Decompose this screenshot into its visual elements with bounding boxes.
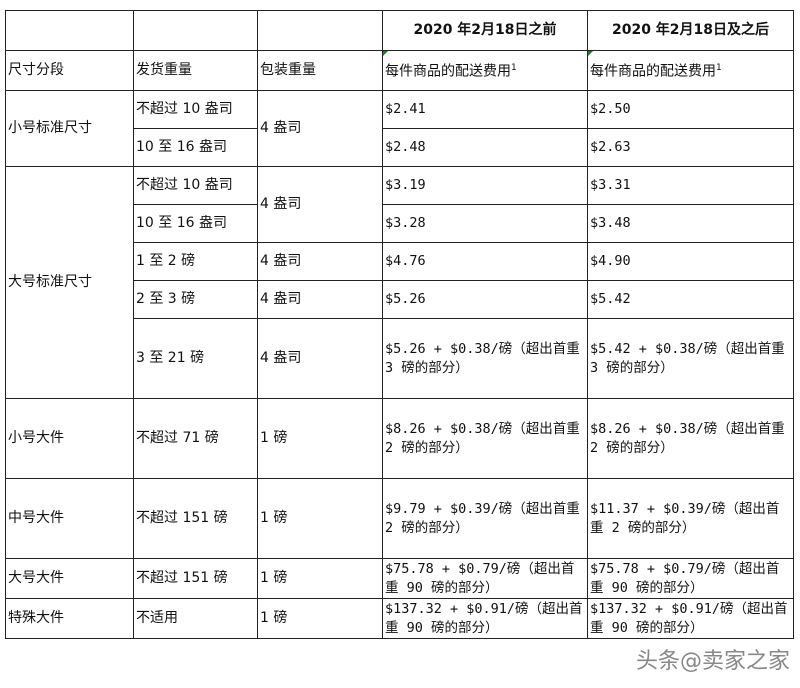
- fee-after-cell: $2.63: [587, 128, 794, 167]
- table-row: 10 至 16 盎司 $3.28 $3.48: [6, 204, 794, 243]
- fee-before-cell: $9.79 + $0.39/磅（超出首重 2 磅的部分）: [382, 478, 588, 559]
- fee-after-cell: $75.78 + $0.79/磅（超出首重 90 磅的部分）: [587, 558, 794, 599]
- pack-cell: 1 磅: [257, 558, 383, 599]
- weight-cell: 不超过 151 磅: [133, 558, 258, 599]
- fee-after-cell: $3.48: [587, 204, 794, 243]
- weight-cell: 不超过 71 磅: [133, 398, 258, 479]
- size-tier-cell: 小号大件: [5, 398, 134, 479]
- fee-after-cell: $137.32 + $0.91/磅（超出首重 90 磅的部分）: [587, 598, 794, 639]
- fee-before-cell: $2.41: [382, 90, 588, 129]
- pack-cell: 1 磅: [257, 398, 383, 479]
- fee-before-cell: $5.26: [382, 280, 588, 319]
- fee-before-cell: $2.48: [382, 128, 588, 167]
- table-row: 10 至 16 盎司 $2.48 $2.63: [6, 128, 794, 167]
- watermark: 头条@卖家之家: [635, 649, 790, 674]
- col-fee-after: 每件商品的配送费用1: [587, 50, 794, 91]
- pack-cell: 4 盎司: [257, 166, 383, 243]
- table-row: 2020 年2月18日之前 2020 年2月18日及之后: [5, 10, 794, 51]
- table-row: 小号标准尺寸 不超过 10 盎司 4 盎司 $2.41 $2.50: [5, 90, 794, 167]
- fee-before-cell: $3.19: [382, 166, 588, 205]
- size-tier-cell: 大号大件: [5, 558, 134, 599]
- pack-cell: 1 磅: [257, 598, 383, 639]
- pack-cell: 4 盎司: [257, 318, 383, 399]
- col-label: 每件商品的配送费用: [590, 63, 716, 80]
- weight-cell: 10 至 16 盎司: [133, 204, 258, 243]
- fee-table: 2020 年2月18日之前 2020 年2月18日及之后 尺寸分段 发货重量 包…: [5, 10, 794, 639]
- pack-cell: 1 磅: [257, 478, 383, 559]
- weight-cell: 2 至 3 磅: [133, 280, 258, 319]
- fee-after-cell: $4.90: [587, 242, 794, 281]
- pack-cell: 4 盎司: [257, 242, 383, 281]
- weight-cell: 10 至 16 盎司: [133, 128, 258, 167]
- fee-before-cell: $5.26 + $0.38/磅（超出首重 3 磅的部分）: [382, 318, 588, 399]
- empty-cell: [257, 10, 383, 51]
- fee-after-cell: $11.37 + $0.39/磅（超出首重 2 磅的部分）: [587, 478, 794, 559]
- fee-after-cell: $5.42: [587, 280, 794, 319]
- fee-before-cell: $4.76: [382, 242, 588, 281]
- col-size-tier: 尺寸分段: [5, 50, 134, 91]
- table-row: 特殊大件 不适用 1 磅 $137.32 + $0.91/磅（超出首重 90 磅…: [5, 598, 794, 639]
- table-row: 尺寸分段 发货重量 包装重量 每件商品的配送费用1 每件商品的配送费用1: [5, 50, 794, 91]
- fee-after-cell: $3.31: [587, 166, 794, 205]
- fee-after-cell: $8.26 + $0.38/磅（超出首重 2 磅的部分）: [587, 398, 794, 479]
- table-row: 1 至 2 磅 4 盎司 $4.76 $4.90: [6, 242, 794, 281]
- fee-after-cell: $2.50: [587, 90, 794, 129]
- weight-cell: 不超过 10 盎司: [133, 166, 258, 205]
- empty-cell: [133, 10, 258, 51]
- fee-before-cell: $137.32 + $0.91/磅（超出首重 90 磅的部分）: [382, 598, 588, 639]
- fee-before-cell: $75.78 + $0.79/磅（超出首重 90 磅的部分）: [382, 558, 588, 599]
- pack-cell: 4 盎司: [257, 280, 383, 319]
- fee-after-cell: $5.42 + $0.38/磅（超出首重 3 磅的部分）: [587, 318, 794, 399]
- fee-before-cell: $3.28: [382, 204, 588, 243]
- size-tier-cell: 中号大件: [5, 478, 134, 559]
- empty-cell: [5, 10, 134, 51]
- weight-cell: 不超过 151 磅: [133, 478, 258, 559]
- table-row: 3 至 21 磅 4 盎司 $5.26 + $0.38/磅（超出首重 3 磅的部…: [6, 318, 794, 399]
- size-tier-cell: 特殊大件: [5, 598, 134, 639]
- weight-cell: 3 至 21 磅: [133, 318, 258, 399]
- weight-cell: 1 至 2 磅: [133, 242, 258, 281]
- col-label: 每件商品的配送费用: [385, 63, 511, 80]
- fee-before-cell: $8.26 + $0.38/磅（超出首重 2 磅的部分）: [382, 398, 588, 479]
- table-row: 大号标准尺寸 不超过 10 盎司 4 盎司 $3.19 $3.31: [5, 166, 794, 399]
- footnote-mark: 1: [511, 63, 517, 74]
- footnote-mark: 1: [716, 63, 722, 74]
- period-before-header: 2020 年2月18日之前: [382, 10, 588, 51]
- period-after-header: 2020 年2月18日及之后: [587, 10, 794, 51]
- weight-cell: 不超过 10 盎司: [133, 90, 258, 129]
- size-tier-cell: 小号标准尺寸: [5, 90, 134, 167]
- size-tier-cell: 大号标准尺寸: [5, 166, 134, 399]
- col-fee-before: 每件商品的配送费用1: [382, 50, 588, 91]
- col-shipping-weight: 发货重量: [133, 50, 258, 91]
- table-row: 小号大件 不超过 71 磅 1 磅 $8.26 + $0.38/磅（超出首重 2…: [5, 398, 794, 479]
- col-packaging-weight: 包装重量: [257, 50, 383, 91]
- weight-cell: 不适用: [133, 598, 258, 639]
- table-row: 2 至 3 磅 4 盎司 $5.26 $5.42: [6, 280, 794, 319]
- pack-cell: 4 盎司: [257, 90, 383, 167]
- table-row: 中号大件 不超过 151 磅 1 磅 $9.79 + $0.39/磅（超出首重 …: [5, 478, 794, 559]
- table-row: 大号大件 不超过 151 磅 1 磅 $75.78 + $0.79/磅（超出首重…: [5, 558, 794, 599]
